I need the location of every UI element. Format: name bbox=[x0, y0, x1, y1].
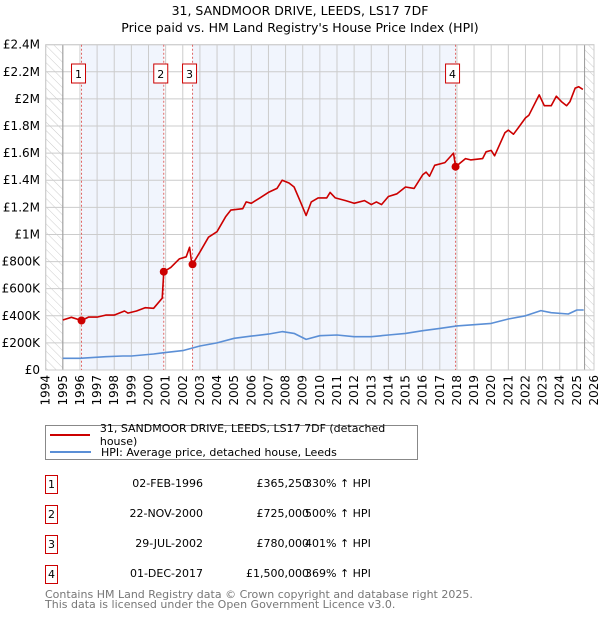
x-tick-label: 1999 bbox=[124, 375, 138, 406]
transaction-hpi-change: 330% ↑ HPI bbox=[305, 477, 371, 490]
x-tick-label: 2004 bbox=[210, 375, 224, 406]
chart-title: 31, SANDMOOR DRIVE, LEEDS, LS17 7DF bbox=[172, 3, 429, 18]
legend-item-property: 31, SANDMOOR DRIVE, LEEDS, LS17 7DF (det… bbox=[50, 422, 417, 448]
x-tick-label: 2002 bbox=[176, 375, 190, 406]
x-tick-label: 2006 bbox=[244, 375, 258, 406]
sale-number-label: 2 bbox=[157, 68, 164, 81]
x-tick-label: 2023 bbox=[536, 375, 550, 406]
transaction-hpi-change: 369% ↑ HPI bbox=[305, 567, 371, 580]
x-tick-label: 2017 bbox=[433, 375, 447, 406]
y-tick-label: £1M bbox=[14, 227, 40, 241]
y-tick-label: £800K bbox=[2, 255, 42, 269]
footer: Contains HM Land Registry data © Crown c… bbox=[45, 588, 473, 611]
y-tick-label: £2.2M bbox=[3, 65, 40, 79]
transaction-hpi-change: 401% ↑ HPI bbox=[305, 537, 371, 550]
footer-copyright: Contains HM Land Registry data © Crown c… bbox=[45, 588, 473, 601]
transaction-number: 4 bbox=[45, 565, 58, 584]
x-tick-label: 2005 bbox=[227, 375, 241, 406]
x-tick-label: 2003 bbox=[193, 375, 207, 406]
legend-label: HPI: Average price, detached house, Leed… bbox=[101, 445, 337, 459]
y-tick-label: £200K bbox=[2, 336, 42, 350]
transaction-date: 02-FEB-1996 bbox=[132, 477, 203, 490]
transaction-number: 2 bbox=[45, 505, 58, 524]
y-tick-label: £1.8M bbox=[3, 119, 40, 133]
legend-swatch-red bbox=[50, 434, 90, 436]
x-tick-label: 2020 bbox=[484, 375, 498, 406]
x-tick-label: 2007 bbox=[261, 375, 275, 406]
sale-point bbox=[77, 316, 86, 325]
transaction-price: £725,000 bbox=[256, 507, 310, 520]
x-tick-label: 2015 bbox=[399, 375, 413, 406]
x-tick-label: 2008 bbox=[279, 375, 293, 406]
x-tick-label: 2013 bbox=[364, 375, 378, 406]
x-tick-label: 2001 bbox=[159, 375, 173, 406]
sale-point bbox=[188, 260, 197, 269]
x-tick-label: 2011 bbox=[330, 375, 344, 406]
transaction-date: 01-DEC-2017 bbox=[129, 567, 203, 580]
x-tick-label: 2010 bbox=[313, 375, 327, 406]
x-tick-label: 2024 bbox=[553, 375, 567, 406]
sale-number-label: 1 bbox=[75, 68, 82, 81]
transaction-row: 3 29-JUL-2002 £780,000 401% ↑ HPI bbox=[45, 535, 445, 555]
x-tick-label: 2021 bbox=[501, 375, 515, 406]
y-tick-label: £400K bbox=[2, 309, 42, 323]
x-tick-label: 2016 bbox=[416, 375, 430, 406]
transaction-date: 22-NOV-2000 bbox=[129, 507, 203, 520]
sale-number-label: 4 bbox=[449, 68, 456, 81]
chart: 31, SANDMOOR DRIVE, LEEDS, LS17 7DF Pric… bbox=[2, 3, 600, 406]
y-tick-label: £0 bbox=[25, 363, 40, 377]
plot-border bbox=[45, 44, 595, 371]
x-tick-label: 1996 bbox=[73, 375, 87, 406]
transaction-row: 2 22-NOV-2000 £725,000 500% ↑ HPI bbox=[45, 505, 445, 525]
transaction-price: £365,250 bbox=[256, 477, 310, 490]
hpi-series-line bbox=[62, 309, 584, 360]
footer-licence: This data is licensed under the Open Gov… bbox=[45, 598, 396, 611]
legend: 31, SANDMOOR DRIVE, LEEDS, LS17 7DF (det… bbox=[45, 422, 418, 460]
y-tick-label: £2M bbox=[14, 92, 40, 106]
x-tick-label: 1995 bbox=[56, 375, 70, 406]
x-tick-label: 2014 bbox=[381, 375, 395, 406]
x-tick-label: 1994 bbox=[39, 375, 53, 406]
transaction-row: 1 02-FEB-1996 £365,250 330% ↑ HPI bbox=[45, 475, 445, 495]
x-tick-label: 1998 bbox=[107, 375, 121, 406]
y-tick-label: £600K bbox=[2, 282, 42, 296]
transaction-hpi-change: 500% ↑ HPI bbox=[305, 507, 371, 520]
sale-number-box bbox=[182, 63, 198, 84]
x-tick-label: 2009 bbox=[296, 375, 310, 406]
legend-swatch-blue bbox=[50, 451, 91, 453]
legend-item-hpi: HPI: Average price, detached house, Leed… bbox=[50, 444, 337, 460]
transaction-row: 4 01-DEC-2017 £1,500,000 369% ↑ HPI bbox=[45, 565, 445, 585]
sale-number-label: 3 bbox=[186, 68, 193, 81]
transaction-price: £780,000 bbox=[256, 537, 310, 550]
y-tick-label: £1.6M bbox=[3, 146, 40, 160]
y-tick-label: £2.4M bbox=[3, 38, 40, 52]
sale-number-box bbox=[71, 63, 87, 84]
x-tick-label: 2025 bbox=[570, 375, 584, 406]
y-tick-label: £1.4M bbox=[3, 173, 40, 187]
x-tick-label: 2012 bbox=[347, 375, 361, 406]
sale-number-box bbox=[153, 63, 169, 84]
transaction-price: £1,500,000 bbox=[246, 567, 309, 580]
x-tick-label: 2022 bbox=[518, 375, 532, 406]
x-tick-label: 2000 bbox=[142, 375, 156, 406]
transaction-number: 3 bbox=[45, 535, 58, 554]
transaction-number: 1 bbox=[45, 475, 58, 494]
legend-label: 31, SANDMOOR DRIVE, LEEDS, LS17 7DF (det… bbox=[99, 422, 386, 448]
sale-point bbox=[451, 162, 460, 171]
chart-subtitle: Price paid vs. HM Land Registry's House … bbox=[121, 20, 478, 35]
sale-number-box bbox=[445, 63, 461, 84]
transaction-date: 29-JUL-2002 bbox=[135, 537, 203, 550]
x-tick-label: 1997 bbox=[90, 375, 104, 406]
sale-point bbox=[159, 267, 168, 276]
y-tick-label: £1.2M bbox=[3, 200, 40, 214]
x-tick-label: 2019 bbox=[467, 375, 481, 406]
x-tick-label: 2026 bbox=[587, 375, 600, 406]
x-tick-label: 2018 bbox=[450, 375, 464, 406]
